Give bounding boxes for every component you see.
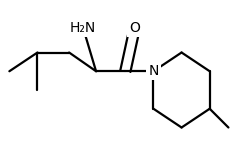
Text: H₂N: H₂N	[70, 21, 96, 35]
Text: N: N	[148, 64, 159, 78]
Text: O: O	[129, 21, 140, 35]
